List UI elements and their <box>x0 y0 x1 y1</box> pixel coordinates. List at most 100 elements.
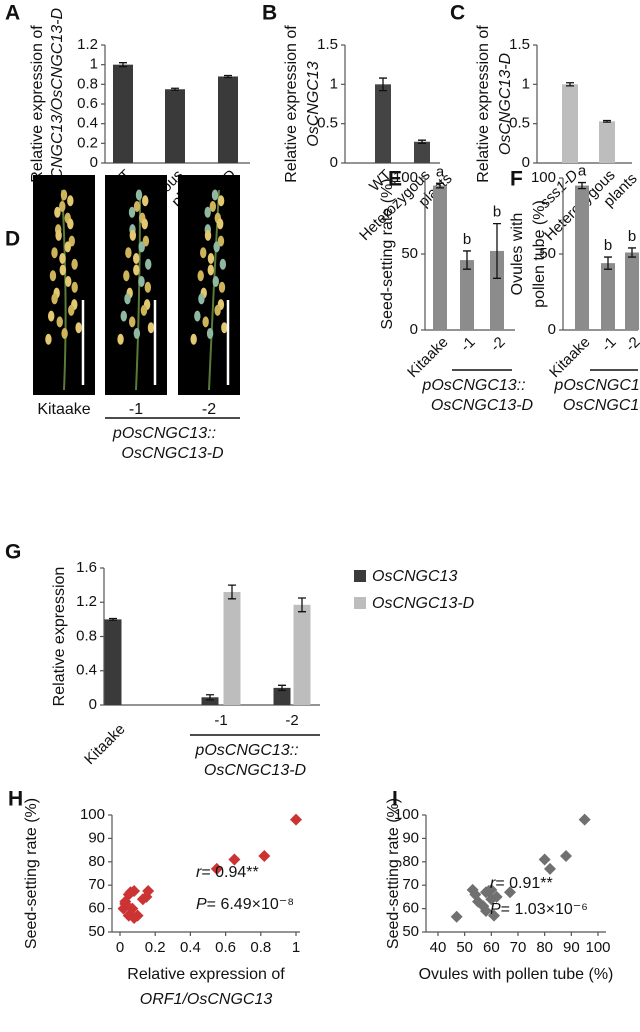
grain <box>51 293 58 305</box>
bar <box>490 250 504 330</box>
annotation-italic: r <box>490 875 496 892</box>
error-bar <box>603 119 611 123</box>
x-tick-label: Kitaake <box>81 721 128 768</box>
annotation: r= 0.94** <box>196 864 259 881</box>
grain <box>71 258 78 270</box>
grain <box>60 189 68 201</box>
significance-letter: b <box>628 228 636 245</box>
grain <box>218 281 226 293</box>
grain <box>198 293 205 305</box>
image-label: -1 <box>129 401 143 418</box>
error-bar <box>379 77 387 92</box>
x-tick-label: 0.2 <box>145 939 166 956</box>
grain <box>129 316 136 328</box>
annotation-text: = 6.49×10⁻⁸ <box>207 896 294 913</box>
y-tick-label: 70 <box>402 876 419 893</box>
x-tick-label: 1 <box>292 939 300 956</box>
x-tick-label: 0 <box>116 939 124 956</box>
point <box>538 853 551 866</box>
group-label: pOsCNGC13:: <box>421 377 525 394</box>
error-bar <box>109 617 117 621</box>
significance-letter: a <box>578 163 587 180</box>
y-axis-label: OsCNGC13/OsCNGC13-D <box>49 8 66 200</box>
bar <box>460 260 474 330</box>
grain <box>128 206 136 218</box>
y-axis-label: Relative expression of <box>475 25 492 183</box>
y-tick-label: 70 <box>88 876 105 893</box>
point <box>117 902 130 915</box>
y-tick-label: 0.6 <box>77 95 98 112</box>
point <box>228 853 241 866</box>
point <box>578 813 591 826</box>
panel-label: C <box>450 2 465 25</box>
y-tick-label: 0.4 <box>77 115 98 132</box>
legend-label: OsCNGC13-D <box>372 595 475 612</box>
point <box>290 813 302 826</box>
y-axis-label: Relative expression <box>51 567 68 707</box>
grain <box>142 195 149 207</box>
grain <box>59 201 66 213</box>
x-tick-label: 70 <box>510 939 527 956</box>
error-bar <box>119 62 127 68</box>
grain <box>144 281 152 293</box>
grain <box>190 333 197 345</box>
x-tick-label: Kitaake <box>404 334 451 381</box>
grain <box>65 276 72 288</box>
grain <box>56 316 63 328</box>
error-bar <box>278 684 286 692</box>
grain <box>197 270 204 282</box>
grain <box>207 252 215 264</box>
grain <box>204 206 211 218</box>
bar <box>601 263 615 330</box>
grain <box>221 322 228 334</box>
legend-label: OsCNGC13 <box>372 568 457 585</box>
error-bar <box>493 222 501 279</box>
y-tick-label: 1.5 <box>509 36 530 53</box>
y-tick-label: 100 <box>393 169 418 186</box>
y-tick-label: 1 <box>330 75 338 92</box>
panel-label: D <box>5 228 20 251</box>
x-tick-label: 90 <box>563 939 580 956</box>
x-tick-label: Kitaake <box>546 334 593 381</box>
grain <box>75 322 82 334</box>
x-axis-label: Ovules with pollen tube (%) <box>419 966 614 983</box>
y-axis-label: pollen tube (%) <box>531 200 548 308</box>
point <box>210 862 223 875</box>
annotation-text: = 1.03×10⁻⁶ <box>501 901 588 918</box>
grain <box>141 218 148 230</box>
group-label: pOsCNGC13:: <box>553 377 640 394</box>
y-tick-label: 0.4 <box>76 662 97 679</box>
grain <box>133 201 141 213</box>
legend-swatch <box>354 597 366 609</box>
group-label: OsCNGC13-D <box>431 397 534 414</box>
image-label: Kitaake <box>37 401 90 418</box>
y-tick-label: 0 <box>522 154 530 171</box>
y-tick-label: 0 <box>89 696 97 713</box>
y-tick-label: 0.5 <box>317 115 338 132</box>
grain <box>209 201 217 213</box>
y-axis-label: Ovules with <box>509 213 526 296</box>
significance-letter: a <box>436 163 445 180</box>
y-tick-label: 1.5 <box>317 36 338 53</box>
panel-label: E <box>388 168 402 191</box>
y-tick-label: 0 <box>410 321 418 338</box>
grain <box>202 316 209 328</box>
significance-letter: b <box>604 237 612 254</box>
panel-label: G <box>5 541 21 564</box>
grain <box>59 264 67 276</box>
annotation: P= 6.49×10⁻⁸ <box>196 896 294 913</box>
grain <box>51 247 58 259</box>
annotation-text: = 0.91** <box>495 875 552 892</box>
bar <box>575 185 589 330</box>
bar <box>375 84 391 163</box>
grain <box>68 304 75 316</box>
error-bar <box>566 82 574 87</box>
point <box>142 885 155 898</box>
grain <box>204 229 212 241</box>
grain <box>133 327 141 339</box>
y-tick-label: 50 <box>539 245 556 262</box>
x-tick-label: 60 <box>483 939 500 956</box>
y-tick-label: 0.5 <box>509 115 530 132</box>
panel-label: B <box>262 2 277 25</box>
